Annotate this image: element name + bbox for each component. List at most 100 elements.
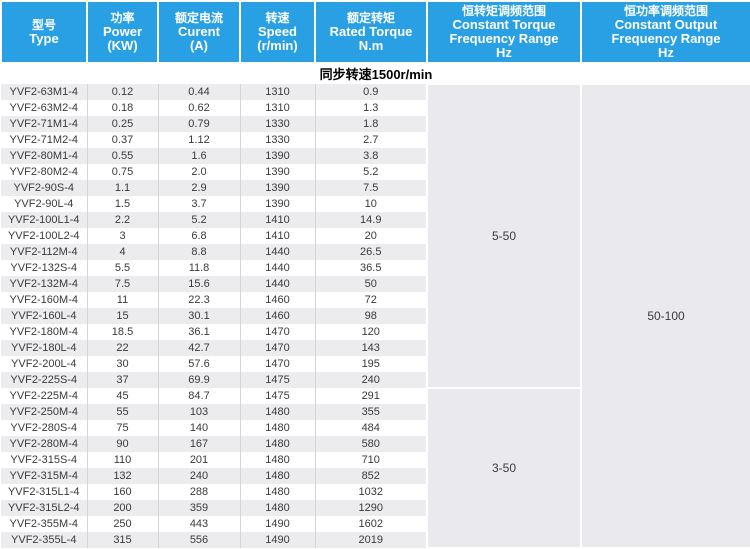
cell-type: YVF2-355L-4 xyxy=(1,532,87,548)
cell-constant-torque-range: 3-50 xyxy=(426,387,582,549)
cell-current: 6.8 xyxy=(157,228,240,244)
column-header-type-line: Type xyxy=(29,31,59,46)
cell-current: 240 xyxy=(157,468,240,484)
column-header-const-torque-hz-line: Frequency Range xyxy=(449,31,559,46)
table-header: 型号 Type 功率 Power (KW) 额定电流 Curent (A) 转速 Speed (r/… xyxy=(0,0,750,64)
cell-constant-torque-range: 5-50 xyxy=(426,83,582,389)
cell-torque: 240 xyxy=(314,372,427,388)
cell-type: YVF2-132M-4 xyxy=(1,276,87,292)
cell-type: YVF2-160M-4 xyxy=(1,292,87,308)
cell-speed: 1490 xyxy=(239,532,315,548)
cell-current: 42.7 xyxy=(157,340,240,356)
cell-torque: 1.3 xyxy=(314,100,427,116)
cell-current: 57.6 xyxy=(157,356,240,372)
cell-power: 0.18 xyxy=(86,100,158,116)
cell-power: 75 xyxy=(86,420,158,436)
cell-torque: 291 xyxy=(314,388,427,404)
cell-current: 288 xyxy=(157,484,240,500)
cell-type: YVF2-132S-4 xyxy=(1,260,87,276)
cell-current: 3.7 xyxy=(157,196,240,212)
column-header-torque-line: N.m xyxy=(358,38,384,53)
cell-speed: 1460 xyxy=(239,308,315,324)
cell-torque: 195 xyxy=(314,356,427,372)
cell-speed: 1330 xyxy=(239,132,315,148)
cell-current: 36.1 xyxy=(157,324,240,340)
table-row: YVF2-132S-4 5.5 11.8 1440 36.5 xyxy=(1,260,750,276)
table-row: YVF2-225M-4 45 84.7 1475 291 3-50 xyxy=(1,387,750,549)
cell-power: 4 xyxy=(86,244,158,260)
column-header-const-torque-hz-line: Constant Torque xyxy=(452,17,556,32)
cell-speed: 1390 xyxy=(239,148,315,164)
column-header-current-line: Curent xyxy=(178,24,220,39)
cell-type: YVF2-100L2-4 xyxy=(1,228,87,244)
cell-power: 30 xyxy=(86,356,158,372)
table-row: YVF2-132M-4 7.5 15.6 1440 50 xyxy=(1,276,750,292)
column-header-const-output-hz-line: Constant Output xyxy=(614,17,718,32)
column-header-const-torque-hz: 恒转矩调频范围 Constant Torque Frequency Range Hz xyxy=(426,0,582,64)
cell-torque: 36.5 xyxy=(314,260,427,276)
column-header-power-line: (KW) xyxy=(107,38,138,53)
table-row: YVF2-71M1-4 0.25 0.79 1330 1.8 xyxy=(1,116,750,132)
cell-power: 160 xyxy=(86,484,158,500)
cell-type: YVF2-315L2-4 xyxy=(1,500,87,516)
column-header-speed-line: Speed xyxy=(257,24,297,39)
cell-speed: 1390 xyxy=(239,196,315,212)
cell-power: 200 xyxy=(86,500,158,516)
cell-type: YVF2-112M-4 xyxy=(1,244,87,260)
cell-torque: 1290 xyxy=(314,500,427,516)
table-row: YVF2-355M-4 250 443 1490 1602 xyxy=(1,516,750,532)
column-header-const-output-hz: 恒功率调频范围 Constant Output Frequency Range Hz xyxy=(580,0,750,64)
cell-torque: 0.9 xyxy=(314,84,427,100)
cell-speed: 1390 xyxy=(239,164,315,180)
table-row: YVF2-112M-4 4 8.8 1440 26.5 xyxy=(1,244,750,260)
cell-power: 3 xyxy=(86,228,158,244)
table-row: YVF2-80M2-4 0.75 2.0 1390 5.2 xyxy=(1,164,750,180)
column-header-type-line: 型号 xyxy=(31,18,56,32)
table-body: YVF2-63M1-4 0.12 0.44 1310 0.9 5-50 50-100 YVF2… xyxy=(1,83,750,549)
cell-power: 45 xyxy=(86,388,158,404)
column-header-power-line: 功率 xyxy=(110,11,135,25)
table-row: YVF2-315S-4 110 201 1480 710 xyxy=(1,452,750,468)
cell-type: YVF2-160L-4 xyxy=(1,308,87,324)
cell-type: YVF2-90L-4 xyxy=(1,196,87,212)
column-header-current-line: (A) xyxy=(189,38,209,53)
cell-speed: 1440 xyxy=(239,276,315,292)
cell-torque: 580 xyxy=(314,436,427,452)
cell-type: YVF2-63M2-4 xyxy=(1,100,87,116)
cell-type: YVF2-280M-4 xyxy=(1,436,87,452)
cell-torque: 5.2 xyxy=(314,164,427,180)
table-row: YVF2-180L-4 22 42.7 1470 143 xyxy=(1,340,750,356)
cell-torque: 20 xyxy=(314,228,427,244)
cell-power: 315 xyxy=(86,532,158,548)
table-row: YVF2-280M-4 90 167 1480 580 xyxy=(1,436,750,452)
table-row: YVF2-315L1-4 160 288 1480 1032 xyxy=(1,484,750,500)
cell-current: 69.9 xyxy=(157,372,240,388)
cell-current: 15.6 xyxy=(157,276,240,292)
cell-power: 15 xyxy=(86,308,158,324)
table-row: YVF2-160M-4 11 22.3 1460 72 xyxy=(1,292,750,308)
table-row: YVF2-250M-4 55 103 1480 355 xyxy=(1,404,750,420)
cell-type: YVF2-315S-4 xyxy=(1,452,87,468)
cell-speed: 1475 xyxy=(239,372,315,388)
column-header-const-torque-hz-line: Hz xyxy=(496,45,512,60)
table-row: YVF2-315L2-4 200 359 1480 1290 xyxy=(1,500,750,516)
cell-torque: 50 xyxy=(314,276,427,292)
cell-torque: 98 xyxy=(314,308,427,324)
cell-torque: 852 xyxy=(314,468,427,484)
table-row: YVF2-71M2-4 0.37 1.12 1330 2.7 xyxy=(1,132,750,148)
cell-power: 22 xyxy=(86,340,158,356)
cell-current: 1.12 xyxy=(157,132,240,148)
cell-torque: 710 xyxy=(314,452,427,468)
column-header-type: 型号 Type xyxy=(0,0,88,64)
cell-speed: 1330 xyxy=(239,116,315,132)
cell-speed: 1490 xyxy=(239,516,315,532)
table-row: YVF2-80M1-4 0.55 1.6 1390 3.8 xyxy=(1,148,750,164)
cell-torque: 72 xyxy=(314,292,427,308)
cell-power: 11 xyxy=(86,292,158,308)
cell-power: 5.5 xyxy=(86,260,158,276)
cell-current: 556 xyxy=(157,532,240,548)
cell-power: 90 xyxy=(86,436,158,452)
cell-speed: 1480 xyxy=(239,484,315,500)
cell-torque: 1032 xyxy=(314,484,427,500)
cell-power: 37 xyxy=(86,372,158,388)
